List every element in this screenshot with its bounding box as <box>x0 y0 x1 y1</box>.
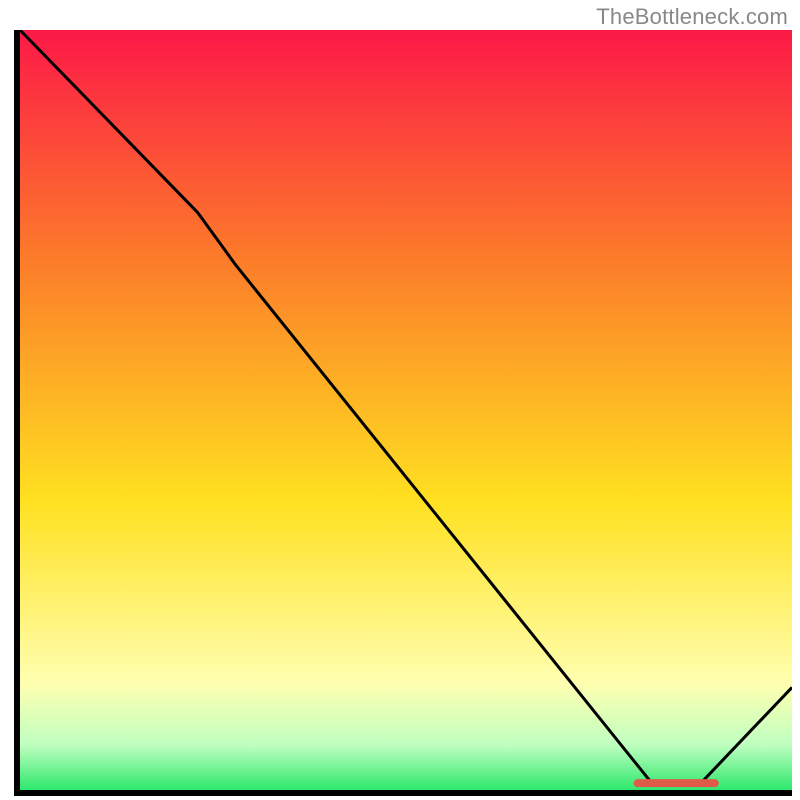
chart-svg <box>20 30 792 790</box>
gradient-background <box>20 30 792 790</box>
watermark-text: TheBottleneck.com <box>596 4 788 30</box>
chart-plot-area <box>14 30 792 796</box>
